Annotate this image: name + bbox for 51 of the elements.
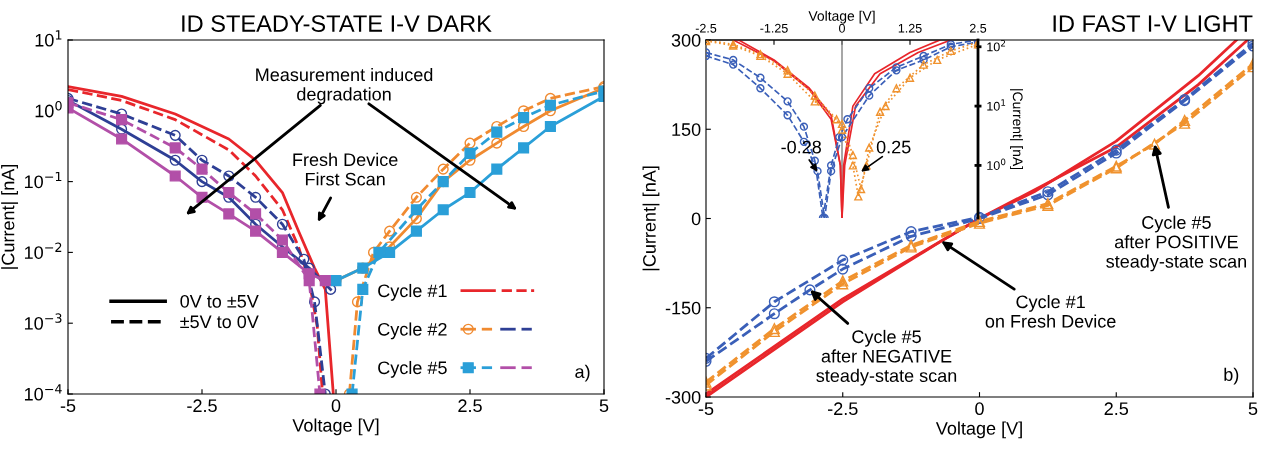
annotation: Cycle #5 after POSITIVE steady-state scan: [1106, 215, 1247, 272]
y-axis-title: |Current| [nA]: [1, 164, 19, 269]
y2-tick-label: 10$^{0}$: [987, 158, 1006, 170]
y-tick-label: 10$^{−2}$: [24, 242, 62, 259]
legend-label: Cycle #5: [378, 360, 447, 378]
x-tick-label: 0: [839, 23, 845, 33]
annotation: Fresh Device First Scan: [293, 152, 398, 186]
legend-label: Cycle #1: [378, 283, 447, 301]
x-tick-label: -5: [60, 399, 76, 413]
x-axis-title: Voltage [V]: [808, 10, 875, 24]
y-tick-label: 0: [691, 212, 701, 226]
x-tick-label: -2.5: [828, 402, 858, 416]
y-tick-label: 10$^{−1}$: [24, 171, 62, 189]
legend-label: Cycle #2: [378, 322, 447, 340]
x-tick-label: 5: [1248, 402, 1258, 416]
y-tick-label: 10$^{1}$: [35, 30, 62, 47]
annotation: 0V to ±5V: [180, 294, 259, 308]
y-axis-title: |Current| [nA]: [642, 166, 660, 271]
y-tick-label: 10$^{−4}$: [24, 384, 62, 401]
x-tick-label: 0: [331, 399, 341, 413]
x-axis-title: Voltage [V]: [935, 421, 1022, 439]
y2-tick-label: 10$^{1}$: [987, 99, 1006, 111]
x-axis-title: Voltage [V]: [292, 418, 379, 436]
x-tick-label: -2.5: [695, 23, 717, 33]
chart-title: ID FAST I-V LIGHT: [1053, 15, 1253, 32]
x-tick-label: -1.25: [760, 23, 788, 33]
annotation: b): [1224, 367, 1239, 385]
x-tick-label: -5: [698, 402, 714, 416]
y-tick-label: -150: [665, 301, 701, 315]
annotation: -0.28: [781, 140, 821, 154]
x-tick-label: 2.5: [1104, 402, 1129, 416]
y-tick-label: 10$^{−3}$: [24, 313, 62, 330]
annotation: Cycle #1 on Fresh Device: [985, 294, 1116, 328]
y-tick-label: 150: [672, 123, 701, 136]
y-tick-label: 10$^{0}$: [35, 100, 62, 118]
x-tick-label: 1.25: [898, 23, 922, 33]
x-tick-label: -2.5: [187, 399, 217, 413]
y2-axis-title: |Current| [nA]: [1009, 89, 1023, 170]
y2-tick-label: 10$^{2}$: [987, 39, 1006, 52]
x-tick-label: 0: [975, 402, 984, 416]
y-tick-label: -300: [665, 390, 701, 404]
x-tick-label: 2.5: [969, 23, 987, 33]
chart-title: ID STEADY-STATE I-V DARK: [182, 15, 492, 32]
annotation: Cycle #5 after NEGATIVE steady-state scan: [816, 329, 957, 386]
annotation: ±5V to 0V: [180, 315, 259, 329]
x-tick-label: 2.5: [458, 399, 482, 413]
annotation: Measurement induced degradation: [256, 67, 433, 105]
x-tick-label: 5: [599, 399, 609, 413]
annotation: 0.25: [876, 140, 911, 154]
annotation: a): [575, 364, 590, 382]
y-tick-label: 300: [671, 33, 701, 47]
